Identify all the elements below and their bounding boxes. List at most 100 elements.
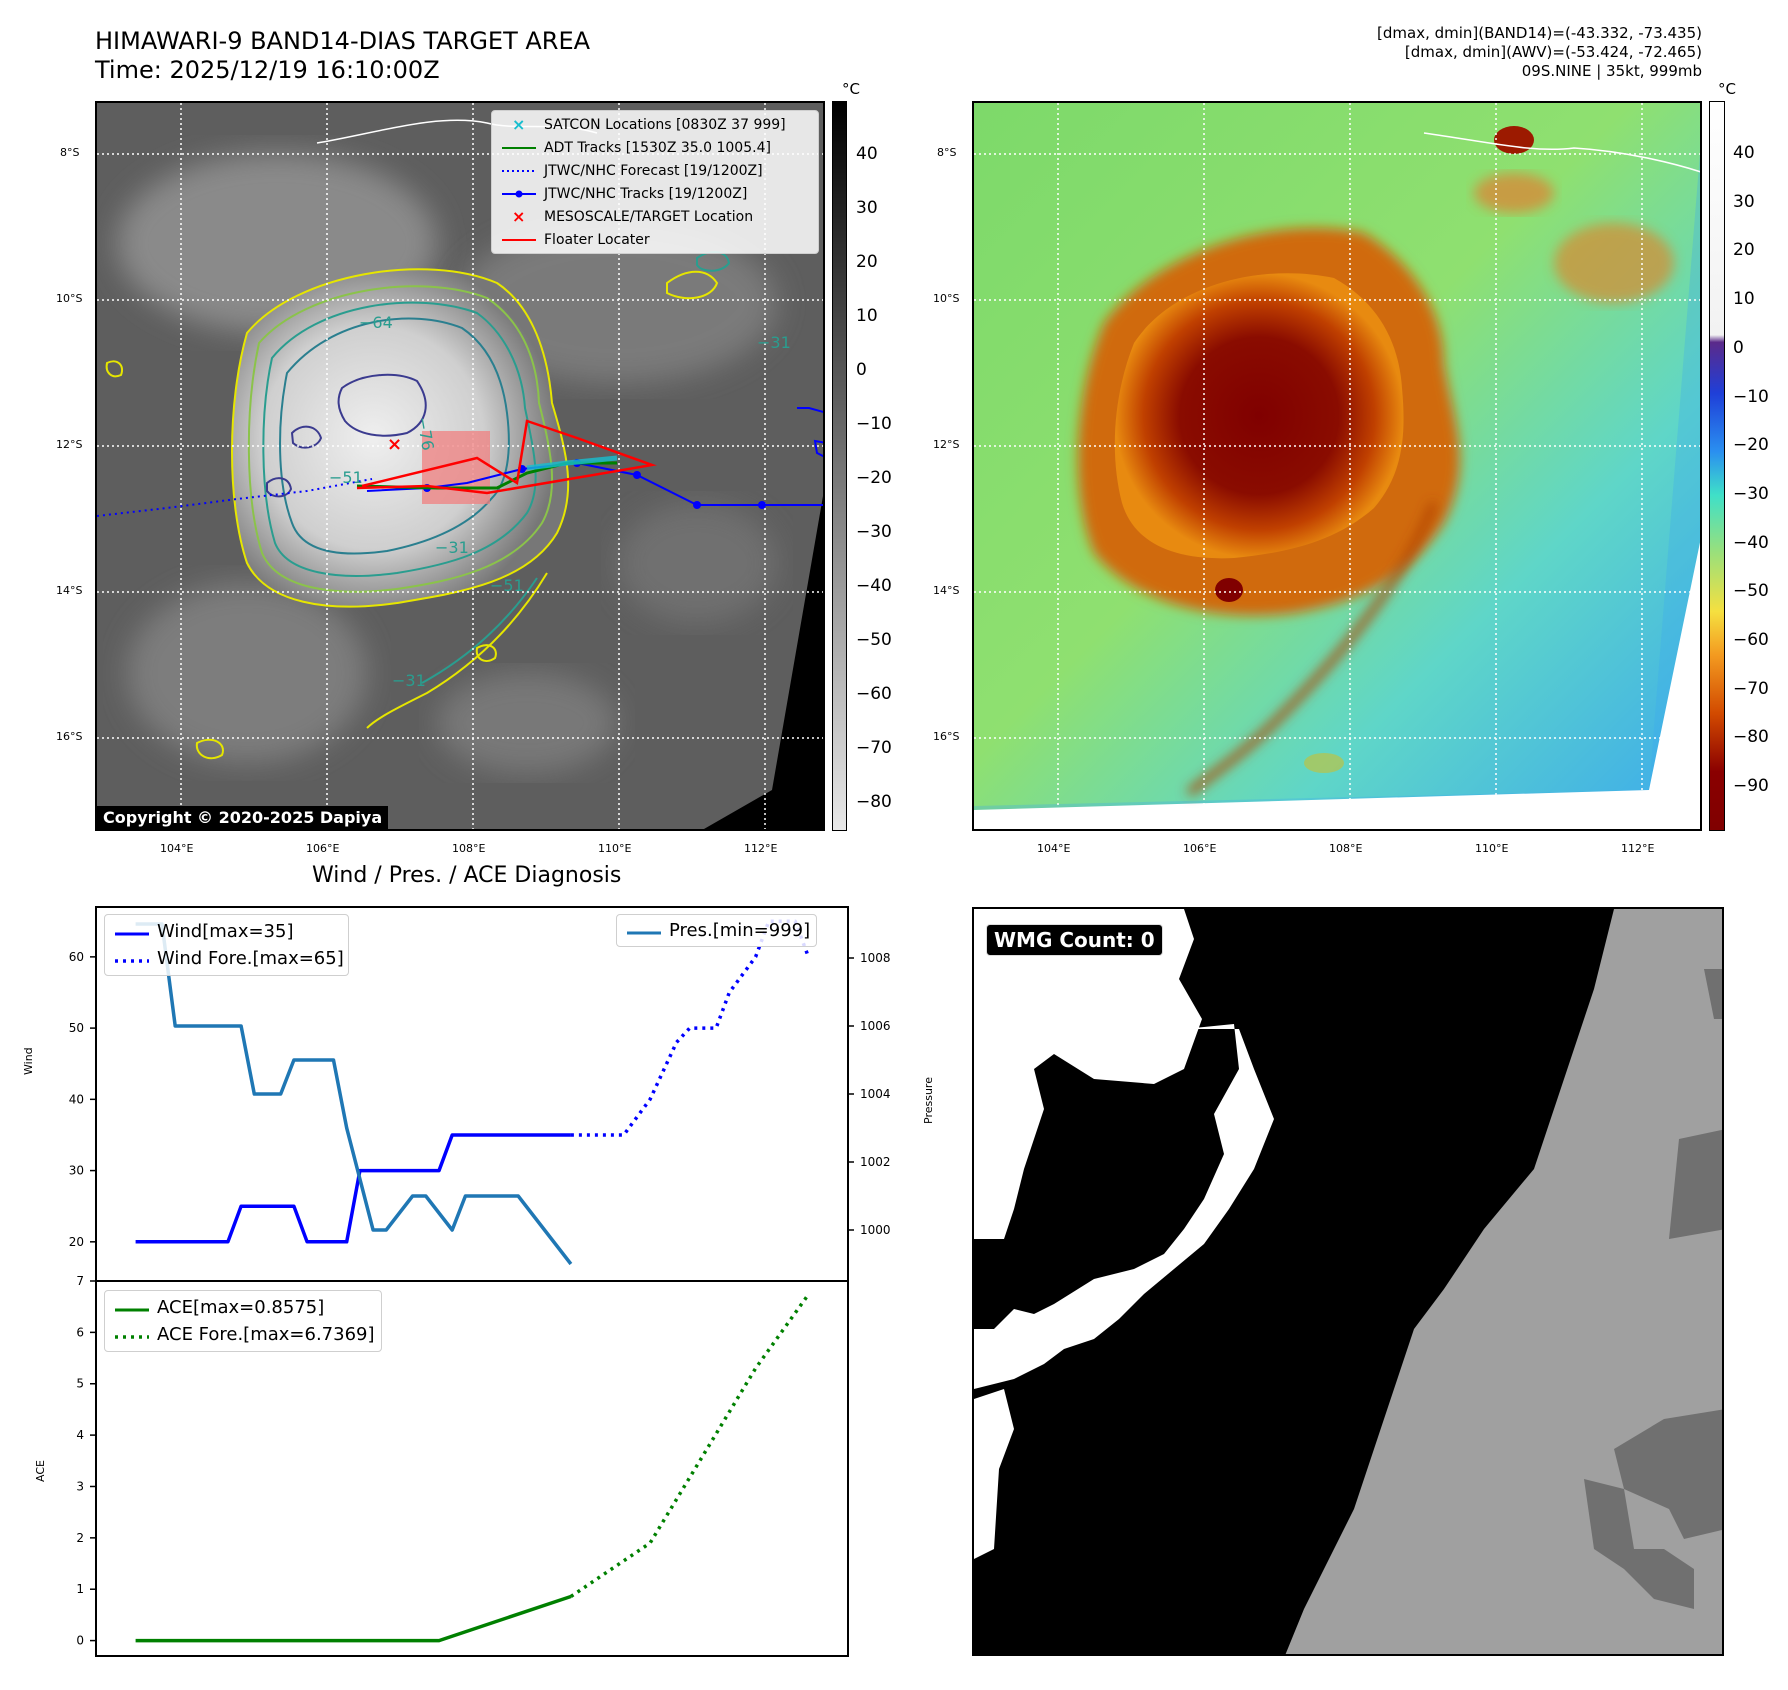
dotted-line-icon [111, 947, 151, 970]
wmg-map [974, 909, 1722, 1654]
lon-label: 106°E [306, 842, 340, 855]
colorbar-tick-label: 30 [856, 198, 878, 218]
lat-label: 12°S [56, 438, 83, 451]
wmg-count-badge: WMG Count: 0 [986, 924, 1163, 956]
colorbar-tick-label: −30 [1733, 483, 1769, 504]
legend-entry-jtwc-forecast: JTWC/NHC Forecast [19/1200Z] [492, 159, 818, 182]
contour-label: −31 [757, 333, 791, 352]
contour-label: −51 [490, 576, 524, 595]
ace-tick-label: 5 [76, 1377, 84, 1391]
colorbar-tick-label: 0 [1733, 337, 1744, 358]
awv-image-panel [972, 101, 1702, 831]
legend-entry-floater: Floater Locater [492, 228, 818, 251]
wind-tick-label: 50 [69, 1021, 84, 1035]
pressure-tick-label: 1004 [860, 1087, 891, 1101]
wind-tick-label: 20 [69, 1235, 84, 1249]
colorbar-tick-label: −70 [1733, 678, 1769, 699]
line-icon [111, 1296, 151, 1319]
lon-label: 112°E [1621, 842, 1655, 855]
ace-tick-label: 0 [76, 1634, 84, 1648]
colorbar-tick-label: −90 [1733, 776, 1769, 797]
colorbar-tick-label: −80 [1733, 727, 1769, 748]
colorbar-tick-label: −40 [1733, 532, 1769, 553]
lat-label: 16°S [933, 730, 960, 743]
lon-label: 104°E [160, 842, 194, 855]
lat-label: 8°S [60, 146, 80, 159]
dotted-line-icon [111, 1323, 151, 1346]
contour-label: −31 [392, 671, 426, 690]
colorbar-tick-label: −50 [1733, 581, 1769, 602]
target-location-marker: × [387, 434, 402, 455]
pressure-tick-label: 1000 [860, 1223, 891, 1237]
colorbar-tick-label: −30 [856, 522, 892, 542]
ir-colorbar [832, 101, 847, 831]
band14-range-label: [dmax, dmin](BAND14)=(-43.332, -73.435) [1377, 24, 1702, 42]
legend-entry-wind: Wind[max=35] [105, 918, 344, 945]
pressure-tick-label: 1008 [860, 951, 891, 965]
lon-label: 104°E [1037, 842, 1071, 855]
line-icon [498, 228, 538, 251]
x-marker-icon: × [498, 205, 538, 228]
lat-label: 12°S [933, 438, 960, 451]
colorbar-tick-label: −60 [1733, 630, 1769, 650]
ace-tick-label: 1 [76, 1582, 84, 1596]
pressure-tick-label: 1006 [860, 1019, 891, 1033]
legend-entry-adt: ADT Tracks [1530Z 35.0 1005.4] [492, 136, 818, 159]
colorbar-tick-label: −20 [856, 468, 892, 488]
colorbar-tick-label: −60 [856, 684, 892, 704]
colorbar-tick-label: −40 [856, 576, 892, 596]
svg-text:×: × [512, 115, 525, 134]
ace-plot-frame [95, 1280, 849, 1657]
wind-tick-label: 40 [69, 1092, 84, 1106]
ace-tick-label: 2 [76, 1531, 84, 1545]
wind-tick-label: 30 [69, 1164, 84, 1178]
lat-label: 16°S [56, 730, 83, 743]
ace-tick-label: 6 [76, 1325, 84, 1339]
colorbar-unit: °C [1718, 80, 1736, 98]
colorbar-tick-label: −80 [856, 792, 892, 812]
line-icon [498, 136, 538, 159]
ir-image-panel: × −64 −76 −31 −31 −51 −51 −31 Copyright … [95, 101, 825, 831]
ace-tick-label: 7 [76, 1274, 84, 1288]
dotted-line-icon [498, 159, 538, 182]
awv-satellite-map [974, 103, 1700, 829]
lon-label: 108°E [452, 842, 486, 855]
storm-info-label: 09S.NINE | 35kt, 999mb [1521, 62, 1702, 80]
lon-label: 110°E [598, 842, 632, 855]
wind-tick-label: 60 [69, 950, 84, 964]
pressure-legend: Pres.[min=999] [616, 914, 818, 947]
colorbar-unit: °C [842, 80, 860, 98]
ace-legend: ACE[max=0.8575] ACE Fore.[max=6.7369] [104, 1290, 382, 1352]
colorbar-tick-label: −50 [856, 630, 892, 650]
contour-label: −31 [435, 538, 469, 557]
legend-entry-jtwc-tracks: JTWC/NHC Tracks [19/1200Z] [492, 182, 818, 205]
colorbar-tick-label: 30 [1733, 191, 1755, 212]
colorbar-tick-label: 20 [1733, 240, 1755, 261]
svg-text:×: × [512, 207, 525, 226]
legend-entry-ace-forecast: ACE Fore.[max=6.7369] [105, 1321, 375, 1348]
colorbar-tick-label: −10 [1733, 386, 1769, 407]
ace-fore-series [569, 1293, 810, 1598]
lon-label: 108°E [1329, 842, 1363, 855]
line-dot-icon [498, 182, 538, 205]
legend-entry-satcon: × SATCON Locations [0830Z 37 999] [492, 113, 818, 136]
awv-colorbar [1709, 101, 1725, 831]
colorbar-tick-label: −10 [856, 414, 892, 434]
ir-legend: × SATCON Locations [0830Z 37 999] ADT Tr… [491, 110, 819, 254]
time-label: Time: 2025/12/19 16:10:00Z [95, 56, 440, 84]
chart-title: HIMAWARI-9 BAND14-DIAS TARGET AREA [95, 27, 591, 55]
legend-entry-ace: ACE[max=0.8575] [105, 1294, 375, 1321]
line-icon [623, 919, 663, 942]
x-marker-icon: × [498, 113, 538, 136]
lon-label: 110°E [1475, 842, 1509, 855]
contour-label: −51 [329, 468, 363, 487]
line-icon [111, 920, 151, 943]
lat-label: 14°S [56, 584, 83, 597]
colorbar-tick-label: 20 [856, 252, 878, 272]
pres-series [135, 922, 573, 1266]
colorbar-tick-label: −70 [856, 738, 892, 758]
ace-tick-label: 4 [76, 1428, 84, 1442]
lon-label: 106°E [1183, 842, 1217, 855]
colorbar-tick-label: 10 [1733, 289, 1755, 310]
